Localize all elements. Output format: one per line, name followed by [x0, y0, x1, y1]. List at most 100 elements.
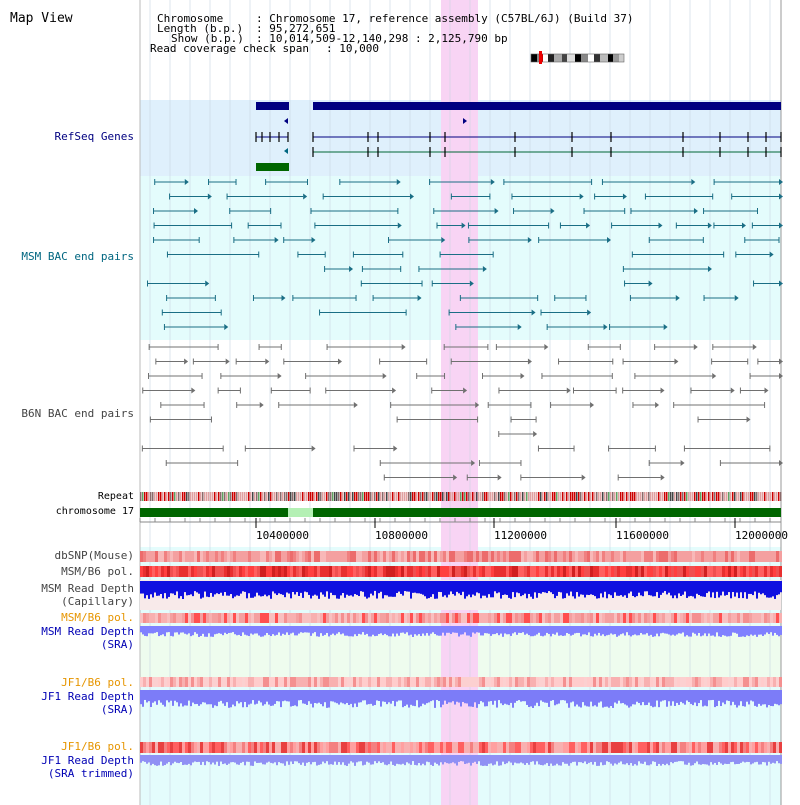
jf1-trimmed-depth	[470, 755, 472, 766]
jf1-sra-depth	[446, 690, 448, 704]
track-label-jf1-b6-pol-1[interactable]: JF1/B6 pol.	[61, 676, 134, 689]
jf1-pol-density	[215, 677, 218, 687]
track-label-msm-bac[interactable]: MSM BAC end pairs	[21, 250, 134, 263]
jf1-pol-density	[644, 742, 647, 753]
msm-capillary-depth	[180, 581, 182, 597]
msm-sra-depth	[674, 626, 676, 636]
dbsnp-density	[281, 551, 284, 562]
track-label-refseq-genes[interactable]: RefSeq Genes	[54, 130, 134, 143]
jf1-trimmed-depth	[474, 755, 476, 762]
track-label-jf1-read-depth-trimmed[interactable]: JF1 Read Depth	[41, 754, 134, 767]
msm-sra-depth	[756, 626, 758, 637]
jf1-pol-density	[698, 742, 701, 753]
repeat-element	[162, 492, 164, 501]
track-label-b6n-bac[interactable]: B6N BAC end pairs	[21, 407, 134, 420]
jf1-trimmed-depth	[592, 755, 594, 765]
dbsnp-density	[617, 551, 620, 562]
jf1-trimmed-depth	[634, 755, 636, 765]
msm-capillary-depth	[380, 581, 382, 592]
msm-pol-density	[485, 566, 488, 577]
jf1-pol-density	[575, 742, 578, 753]
repeat-element	[394, 492, 396, 501]
track-label-msm-read-depth-capillary-sub: (Capillary)	[61, 595, 134, 608]
repeat-element	[400, 492, 402, 501]
msm-sra-depth	[174, 626, 176, 633]
track-label-chromosome[interactable]: chromosome 17	[55, 506, 134, 517]
track-label-jf1-read-depth-sra[interactable]: JF1 Read Depth	[41, 690, 134, 703]
track-label-msm-b6-pol-2[interactable]: MSM/B6 pol.	[61, 611, 134, 624]
jf1-trimmed-depth	[480, 755, 482, 766]
jf1-sra-depth	[290, 690, 292, 707]
jf1-pol-density	[710, 677, 713, 687]
msm-pol-density	[623, 566, 626, 577]
msm-capillary-depth	[720, 581, 722, 596]
dbsnp-density	[548, 551, 551, 562]
repeat-element	[554, 492, 556, 501]
track-label-msm-b6-pol-1[interactable]: MSM/B6 pol.	[61, 565, 134, 578]
jf1-trimmed-depth	[670, 755, 672, 763]
msm-capillary-depth	[366, 581, 368, 599]
msm-sra-depth	[602, 626, 604, 635]
msm-sra-depth	[612, 626, 614, 635]
jf1-pol-density	[665, 677, 668, 687]
msm-capillary-depth	[182, 581, 184, 599]
msm-capillary-depth	[418, 581, 420, 594]
repeat-element	[320, 492, 322, 501]
msm-capillary-depth	[696, 581, 698, 594]
msm-capillary-depth	[240, 581, 242, 594]
jf1-trimmed-depth	[232, 755, 234, 763]
msm-capillary-depth	[318, 581, 320, 599]
msm-capillary-depth	[456, 581, 458, 592]
jf1-pol-density	[584, 677, 587, 687]
dbsnp-density	[347, 551, 350, 562]
track-label-repeat[interactable]: Repeat	[97, 491, 134, 502]
msm-pol-density	[392, 566, 395, 577]
track-label-jf1-b6-pol-2[interactable]: JF1/B6 pol.	[61, 740, 134, 753]
repeat-element	[282, 492, 284, 501]
jf1-trimmed-depth	[654, 755, 656, 762]
b6n-bac-pair	[475, 402, 480, 408]
track-label-msm-read-depth-capillary[interactable]: MSM Read Depth	[41, 582, 134, 595]
msm-capillary-depth	[230, 581, 232, 595]
msm-sra-depth	[326, 626, 328, 633]
msm-pol-density	[716, 613, 719, 623]
jf1-trimmed-depth	[450, 755, 452, 764]
msm-bac-pair	[586, 222, 591, 229]
jf1-sra-depth	[650, 690, 652, 706]
msm-capillary-depth	[728, 581, 730, 593]
jf1-sra-depth	[274, 690, 276, 704]
jf1-pol-density	[638, 742, 641, 753]
jf1-sra-depth	[384, 690, 386, 702]
msm-pol-density	[374, 613, 377, 623]
msm-bac-pair	[205, 280, 210, 287]
track-label-dbsnp[interactable]: dbSNP(Mouse)	[54, 549, 134, 562]
jf1-sra-depth	[198, 690, 200, 706]
msm-pol-density	[227, 613, 230, 623]
msm-sra-depth	[408, 626, 410, 636]
jf1-pol-density	[386, 742, 389, 753]
jf1-trimmed-depth	[500, 755, 502, 766]
msm-pol-density	[242, 613, 245, 623]
msm-pol-density	[497, 566, 500, 577]
msm-pol-density	[236, 613, 239, 623]
msm-capillary-depth	[142, 581, 144, 594]
msm-pol-density	[584, 613, 587, 623]
track-label-msm-read-depth-sra[interactable]: MSM Read Depth	[41, 625, 134, 638]
jf1-sra-depth	[318, 690, 320, 703]
msm-sra-depth	[414, 626, 416, 635]
repeat-element	[624, 492, 626, 501]
msm-sra-depth	[226, 626, 228, 635]
dbsnp-density	[551, 551, 554, 562]
repeat-element	[298, 492, 300, 501]
msm-bac-pair	[603, 324, 608, 330]
jf1-pol-density	[323, 677, 326, 687]
msm-capillary-depth	[378, 581, 380, 594]
jf1-pol-density	[734, 677, 737, 687]
jf1-pol-density	[524, 742, 527, 753]
jf1-trimmed-depth	[166, 755, 168, 764]
jf1-pol-density	[725, 742, 728, 753]
repeat-element	[678, 492, 680, 501]
jf1-trimmed-depth	[406, 755, 408, 763]
jf1-trimmed-depth	[432, 755, 434, 766]
